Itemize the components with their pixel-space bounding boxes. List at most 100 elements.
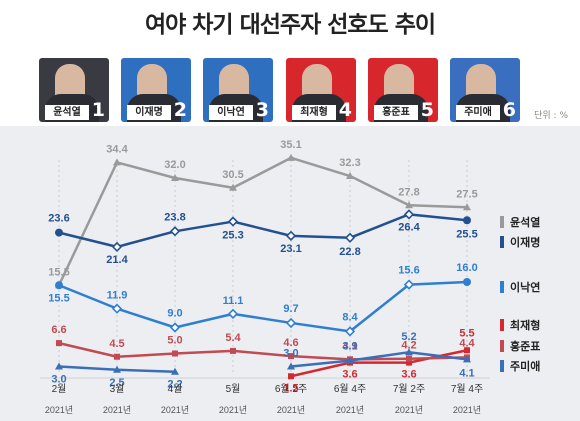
data-label: 16.0 bbox=[456, 262, 477, 274]
x-tick-label: 7월 2주 bbox=[393, 383, 425, 395]
legend-label: 주미애 bbox=[510, 359, 540, 373]
data-point bbox=[114, 353, 120, 360]
data-label: 32.3 bbox=[339, 157, 360, 169]
legend-marker bbox=[500, 340, 504, 352]
data-label: 9.7 bbox=[283, 303, 298, 315]
candidate-number: 3 bbox=[255, 99, 269, 121]
chart-panel bbox=[0, 126, 580, 421]
data-point bbox=[169, 322, 181, 333]
x-tick-sub-label: 2021년 bbox=[161, 405, 189, 415]
data-point bbox=[287, 153, 295, 161]
data-point bbox=[172, 350, 178, 357]
data-label: 2.5 bbox=[109, 377, 124, 389]
data-label: 15.5 bbox=[48, 266, 69, 278]
data-point bbox=[229, 183, 237, 191]
legend-marker bbox=[500, 281, 504, 293]
data-point bbox=[111, 241, 123, 253]
data-label: 30.5 bbox=[222, 169, 243, 181]
data-point bbox=[346, 356, 354, 364]
candidate-name: 이낙연 bbox=[209, 105, 253, 120]
candidate-number: 1 bbox=[91, 99, 105, 121]
x-tick-sub-label: 2021년 bbox=[277, 405, 305, 415]
candidate-card: 이재명 2 bbox=[121, 58, 191, 122]
data-label: 11.9 bbox=[107, 290, 128, 302]
data-point bbox=[227, 216, 239, 227]
data-label: 3.0 bbox=[51, 374, 66, 386]
x-tick-sub-label: 2021년 bbox=[45, 405, 73, 415]
data-label: 27.8 bbox=[398, 186, 419, 198]
data-label: 22.8 bbox=[339, 246, 360, 258]
x-tick-sub-label: 2021년 bbox=[336, 405, 364, 415]
data-point bbox=[288, 353, 294, 360]
data-point bbox=[169, 226, 181, 237]
candidate-card: 최재형 4 bbox=[286, 58, 356, 122]
data-label: 27.5 bbox=[456, 188, 477, 200]
data-point bbox=[463, 355, 471, 363]
data-point bbox=[406, 355, 412, 362]
candidate-card: 윤석열 1 bbox=[39, 58, 109, 122]
data-label: 4.1 bbox=[342, 340, 357, 352]
data-label: 8.4 bbox=[342, 311, 358, 323]
data-point bbox=[346, 172, 354, 180]
data-point bbox=[56, 340, 62, 347]
x-tick-label: 6월 2주 bbox=[275, 383, 307, 395]
data-point bbox=[113, 365, 121, 373]
x-tick-sub-label: 2021년 bbox=[453, 405, 481, 415]
x-tick-label: 4월 bbox=[168, 383, 183, 395]
data-label: 5.2 bbox=[401, 331, 416, 343]
candidate-name: 주미애 bbox=[456, 105, 500, 120]
legend-marker bbox=[500, 236, 504, 248]
data-label: 4.5 bbox=[109, 338, 124, 350]
x-tick-sub-label: 2021년 bbox=[103, 405, 131, 415]
candidate-card: 홍준표 5 bbox=[368, 58, 438, 122]
legend-label: 이낙연 bbox=[510, 280, 540, 294]
data-label: 23.1 bbox=[280, 243, 301, 255]
data-label: 4.1 bbox=[459, 367, 474, 379]
data-point bbox=[464, 347, 470, 354]
data-point bbox=[171, 174, 179, 181]
data-point bbox=[405, 201, 413, 209]
data-point bbox=[463, 203, 471, 211]
candidate-name: 최재형 bbox=[292, 105, 336, 120]
data-point bbox=[463, 216, 471, 225]
series-line-이낙연 bbox=[58, 280, 468, 333]
data-label: 11.1 bbox=[223, 295, 244, 307]
data-label: 21.4 bbox=[106, 254, 128, 266]
data-label: 34.4 bbox=[106, 143, 128, 155]
data-label: 23.8 bbox=[164, 211, 185, 223]
chart-title: 여야 차기 대선주자 선호도 추이 bbox=[144, 12, 436, 38]
data-point bbox=[344, 326, 356, 337]
data-label: 25.3 bbox=[222, 230, 243, 242]
data-label: 26.4 bbox=[398, 221, 420, 233]
data-label: 25.5 bbox=[456, 228, 477, 240]
x-tick-sub-label: 2021년 bbox=[219, 405, 247, 415]
data-point bbox=[55, 362, 63, 370]
candidate-number: 5 bbox=[420, 99, 434, 121]
data-point bbox=[230, 347, 236, 354]
data-label: 3.0 bbox=[283, 348, 298, 360]
legend-label: 이재명 bbox=[510, 235, 540, 249]
data-point bbox=[288, 373, 294, 380]
legend-label: 홍준표 bbox=[510, 339, 540, 353]
data-point bbox=[405, 348, 413, 356]
data-point bbox=[55, 228, 63, 237]
candidate-card: 이낙연 3 bbox=[203, 58, 273, 122]
candidate-name: 홍준표 bbox=[374, 105, 418, 120]
x-tick-label: 2월 bbox=[52, 383, 67, 395]
data-label: 3.9 bbox=[342, 341, 357, 353]
x-tick-sub-label: 2021년 bbox=[395, 405, 423, 415]
legend-label: 최재형 bbox=[510, 318, 540, 332]
candidate-number: 4 bbox=[338, 99, 352, 121]
data-point bbox=[285, 317, 297, 329]
x-tick-label: 6월 4주 bbox=[334, 383, 366, 395]
data-label: 15.6 bbox=[398, 265, 419, 277]
data-label: 15.5 bbox=[48, 292, 69, 304]
data-point bbox=[287, 362, 295, 370]
candidate-name: 윤석열 bbox=[45, 105, 89, 120]
data-label: 9.0 bbox=[167, 308, 182, 320]
data-label: 4.4 bbox=[459, 337, 475, 349]
x-tick-label: 3월 bbox=[110, 383, 125, 395]
x-tick-label: 5월 bbox=[226, 383, 241, 395]
data-label: 6.6 bbox=[51, 324, 66, 336]
